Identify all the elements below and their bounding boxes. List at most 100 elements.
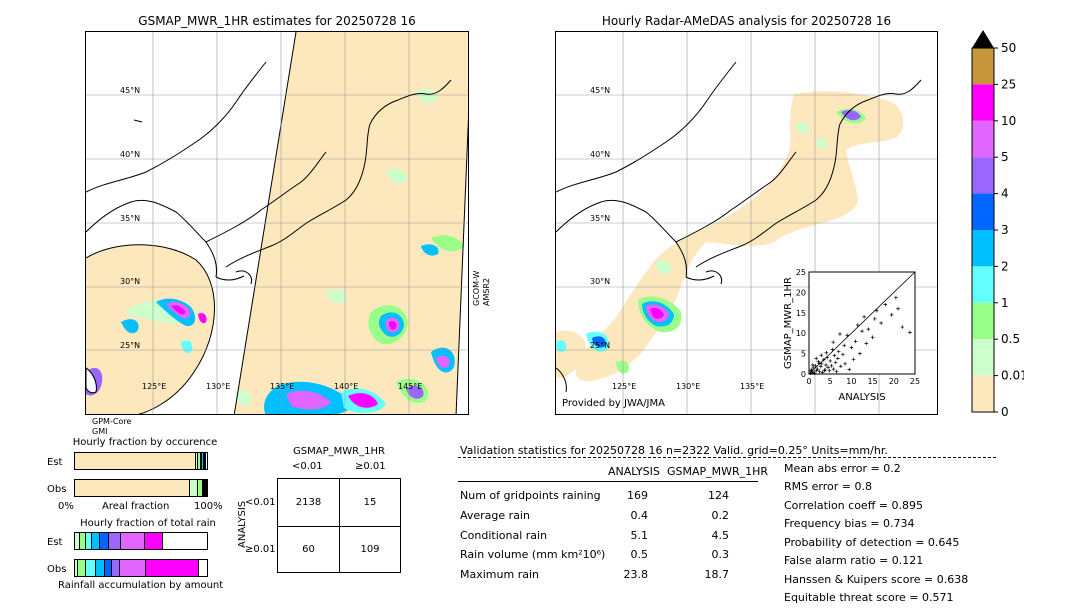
bar-segment <box>109 533 122 549</box>
validation-row-analysis: 0.5 <box>630 548 649 561</box>
colorbar-segment <box>972 84 994 121</box>
total-rain-est-label: Est <box>47 537 63 548</box>
right-map-canvas <box>556 32 937 414</box>
colorbar-label: 0.5 <box>1001 332 1020 346</box>
validation-title: Validation statistics for 20250728 16 n=… <box>460 444 888 457</box>
scatter-point <box>836 349 841 354</box>
bar-segment <box>75 453 197 469</box>
scatter-point <box>849 345 854 350</box>
scatter-point <box>809 368 813 373</box>
bar-segment <box>189 480 198 496</box>
scatter-y-tick: 20 <box>796 288 806 297</box>
bar-segment <box>144 533 164 549</box>
scatter-point <box>827 368 832 373</box>
contingency-row-header: <0.01 <box>245 497 276 508</box>
occurence-est-bar <box>74 452 208 470</box>
right-map-panel: 45°N 40°N 35°N 30°N 25°N 125°E 130°E 135… <box>555 31 938 415</box>
bar-segment <box>85 533 93 549</box>
scatter-point <box>836 356 840 361</box>
scatter-point <box>841 352 845 357</box>
scatter-point <box>819 364 823 369</box>
scatter-point <box>883 302 888 307</box>
bar-segment <box>85 560 97 576</box>
scatter-point <box>823 368 827 372</box>
bar-segment <box>75 533 81 549</box>
colorbar-label: 25 <box>1001 77 1016 91</box>
scatter-point <box>866 327 871 331</box>
colorbar-label: 3 <box>1001 223 1009 237</box>
left-lon-label: 125°E <box>142 382 167 391</box>
bar-segment <box>75 560 78 576</box>
contingency-col-header: ≥0.01 <box>355 461 386 472</box>
bar-segment <box>119 560 147 576</box>
occurence-obs-label: Obs <box>47 484 67 495</box>
scatter-point <box>817 361 821 366</box>
contingency-grid: 2138 15 60 109 <box>277 478 401 573</box>
scatter-point <box>829 364 834 368</box>
occurence-x-right: 100% <box>194 501 223 512</box>
validation-col-header: GSMAP_MWR_1HR <box>667 465 769 478</box>
validation-row-analysis: 169 <box>627 489 648 502</box>
total-rain-est-bar <box>74 532 208 550</box>
data-credit: Provided by JWA/JMA <box>562 398 665 409</box>
scatter-ylabel: GSMAP_MWR_1HR <box>783 277 794 369</box>
scatter-point <box>831 340 835 344</box>
scatter-x-tick: 25 <box>910 377 920 386</box>
bar-segment <box>206 480 207 496</box>
scatter-inset: 00 5 5 10 10 15 15 20 20 25 25 ANALYSIS GSMAP_MWR_… <box>783 268 920 402</box>
scatter-point <box>875 308 879 313</box>
scatter-point <box>862 315 866 319</box>
left-lon-label: 145°E <box>398 382 423 391</box>
scatter-point <box>817 369 822 374</box>
validation-row-label: Conditional rain <box>460 529 548 542</box>
scatter-point <box>889 313 894 317</box>
left-lat-label: 35°N <box>120 214 141 223</box>
colorbar-label: 0.01 <box>1001 369 1024 383</box>
occurence-x-left: 0% <box>58 501 74 512</box>
scatter-point <box>843 362 847 366</box>
scatter-x-tick: 0 <box>806 377 811 386</box>
colorbar-label: 2 <box>1001 259 1009 273</box>
left-map-panel: 45°N 40°N 35°N 30°N 25°N 125°E 130°E 135… <box>85 31 469 415</box>
scatter-point <box>864 341 869 346</box>
bar-segment <box>197 480 203 496</box>
colorbar-label: 1 <box>1001 296 1009 310</box>
left-lon-label: 135°E <box>270 382 295 391</box>
colorbar-label: 10 <box>1001 114 1016 128</box>
total-rain-xlabel: Rainfall accumulation by amount <box>58 580 224 591</box>
colorbar-segment <box>972 375 994 412</box>
left-map-canvas <box>86 32 468 414</box>
scatter-point <box>828 359 832 363</box>
scatter-x-tick: 5 <box>828 377 833 386</box>
scatter-point <box>832 353 837 358</box>
scatter-point <box>870 335 875 340</box>
colorbar-segment <box>972 266 994 303</box>
scatter-point <box>831 367 836 371</box>
scatter-point <box>847 367 852 372</box>
contingency-cell: 60 <box>302 544 315 555</box>
colorbar-segment <box>972 48 994 85</box>
scatter-point <box>822 368 827 373</box>
scatter-y-tick: 15 <box>796 309 806 318</box>
bar-segment <box>204 480 205 496</box>
bar-segment <box>198 453 202 469</box>
left-lat-label: 45°N <box>120 86 141 95</box>
colorbar-extend-arrow <box>972 30 994 48</box>
left-map-title: GSMAP_MWR_1HR estimates for 20250728 16 <box>138 14 416 28</box>
scatter-point <box>853 339 858 344</box>
scatter-point <box>845 333 849 338</box>
scatter-xlabel: ANALYSIS <box>838 392 885 402</box>
scatter-point <box>812 371 817 375</box>
bar-segment <box>205 480 206 496</box>
left-lat-label: 30°N <box>120 277 141 286</box>
scatter-point <box>824 363 828 367</box>
scatter-point <box>896 306 900 311</box>
bar-segment <box>203 480 204 496</box>
validation-score: Probability of detection = 0.645 <box>784 536 960 549</box>
bar-segment <box>202 453 204 469</box>
scatter-x-tick: 20 <box>889 377 899 386</box>
scatter-y-tick: 0 <box>801 370 806 379</box>
scatter-y-tick: 25 <box>796 268 806 277</box>
validation-divider <box>458 457 996 458</box>
scatter-y-tick: 10 <box>796 329 806 338</box>
